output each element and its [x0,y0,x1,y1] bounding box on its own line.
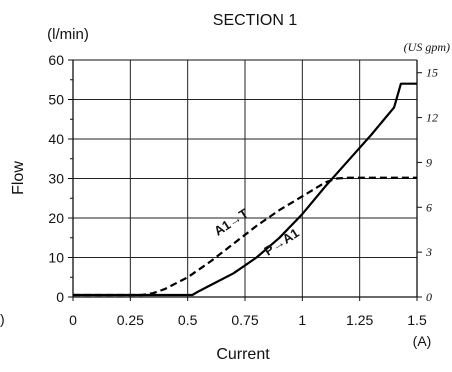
y-unit-label: (l/min) [47,26,89,43]
y-tick-label: 10 [48,250,64,266]
y-tick-label: 40 [48,131,64,147]
series-line-a1-t [73,176,417,297]
x-tick-label: 0.75 [231,312,258,328]
x-axis-label: Current [216,346,270,363]
x-tick-label: 0 [69,312,77,328]
x-unit-label: (A) [413,333,432,349]
x-tick-label: 0.5 [178,312,198,328]
y-axis-label: Flow [10,161,27,195]
x-tick-label: 1.25 [346,312,373,328]
x-tick-label: 1.5 [407,312,427,328]
x-tick-label: 0.25 [117,312,144,328]
y2-unit-label: (US gpm) [404,40,450,54]
y2-tick-label: 3 [425,245,432,259]
y-tick-label: 30 [48,171,64,187]
x-tick-label: 1 [298,312,306,328]
series-line-p-a1 [73,82,417,297]
y-tick-label: 50 [48,92,64,108]
y-tick-label: 20 [48,210,64,226]
chart-title: SECTION 1 [213,12,298,29]
y2-tick-label: 0 [426,290,432,304]
y-tick-label: 60 [48,52,64,68]
y2-tick-label: 15 [426,66,438,80]
y-tick-label: 0 [56,289,64,305]
y2-tick-label: 9 [426,155,432,169]
y2-tick-label: 12 [426,111,438,125]
left-edge-fragment: ) [0,311,5,327]
y2-tick-label: 6 [426,200,432,214]
